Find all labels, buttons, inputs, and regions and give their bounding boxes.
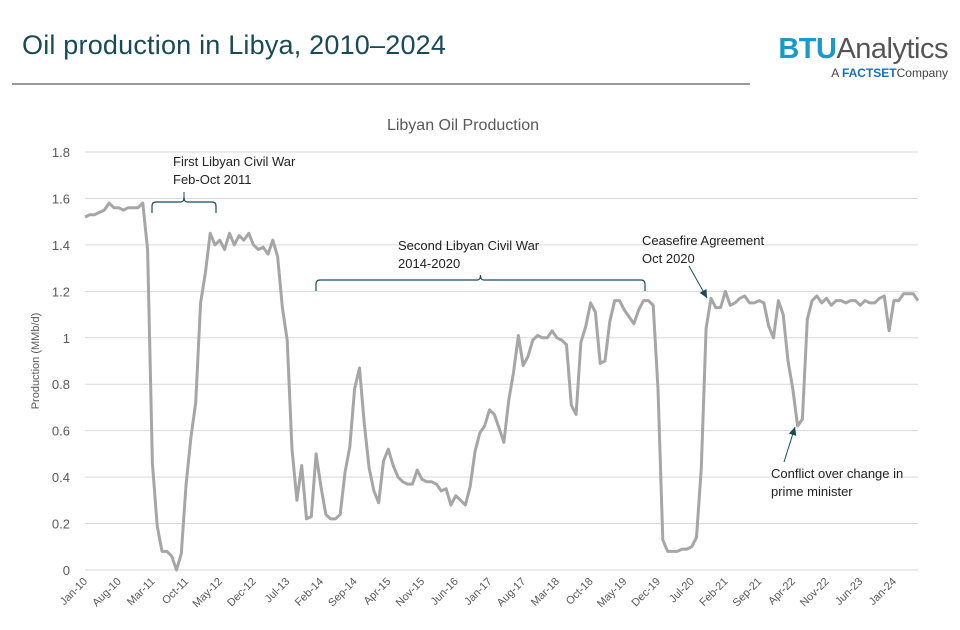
logo-brand-suffix: Analytics	[836, 33, 948, 65]
annotation-text: First Libyan Civil War	[173, 154, 296, 169]
y-tick-label: 1.2	[52, 284, 70, 299]
annotation-text: Ceasefire Agreement	[642, 233, 765, 248]
btu-analytics-logo: BTUAnalytics A FACTSETCompany	[778, 34, 948, 80]
annotation-text: Second Libyan Civil War	[398, 238, 540, 253]
x-tick-label: Jul-20	[667, 576, 697, 606]
x-tick-label: Nov-22	[798, 576, 832, 610]
x-tick-label: May-19	[595, 576, 629, 610]
x-tick-label: Nov-15	[394, 576, 428, 610]
y-tick-label: 0.8	[52, 377, 70, 392]
chart-title: Libyan Oil Production	[387, 117, 539, 134]
y-tick-label: 0.2	[52, 517, 70, 532]
annotation-text: Oct 2020	[642, 251, 695, 266]
x-tick-label: Dec-19	[630, 576, 664, 610]
logo-tagline-prefix: A	[831, 66, 839, 80]
x-tick-label: Jun-23	[833, 576, 865, 608]
y-tick-label: 1	[63, 331, 70, 346]
logo-tagline-suffix: Company	[896, 66, 948, 80]
y-axis-label: Production (MMb/d)	[30, 313, 42, 410]
x-tick-label: Dec-12	[225, 576, 259, 610]
logo-tagline-brand: FACTSET	[841, 66, 897, 80]
x-tick-label: Feb-21	[697, 576, 730, 609]
x-tick-label: Jul-13	[263, 576, 293, 606]
annotations: First Libyan Civil War Feb-Oct 2011 Second…	[151, 154, 903, 499]
second-civil-war-brace	[315, 274, 646, 291]
conflict-arrow-head	[788, 427, 797, 436]
x-tick-label: Jan-17	[462, 576, 494, 608]
x-tick-label: Jan-10	[58, 576, 90, 608]
x-tick-label: Jun-16	[429, 576, 461, 608]
x-tick-label: Aug-10	[90, 576, 124, 610]
title-divider	[12, 83, 750, 85]
first-civil-war-brace	[151, 196, 217, 213]
x-tick-label: May-12	[191, 576, 225, 610]
x-tick-label: Jan-24	[867, 576, 899, 608]
y-tick-label: 0.4	[52, 470, 70, 485]
y-tick-label: 1.6	[52, 191, 70, 206]
y-tick-label: 0	[63, 563, 70, 578]
annotation-text: 2014-2020	[398, 256, 460, 271]
x-tick-label: Mar-18	[529, 576, 562, 609]
y-tick-labels: 0 0.2 0.4 0.6 0.8 1 1.2 1.4 1.6 1.8	[52, 145, 70, 578]
x-tick-labels: Jan-10 Aug-10 Mar-11 Oct-11 May-12 Dec-12 Jul-…	[58, 576, 899, 610]
annotation-text: Conflict over change in	[771, 466, 903, 481]
x-tick-label: Oct-18	[564, 576, 596, 608]
ceasefire-arrow-head	[699, 289, 707, 298]
x-tick-label: Mar-11	[125, 576, 158, 609]
x-tick-label: Sep-21	[731, 576, 765, 610]
production-line	[84, 201, 920, 572]
x-tick-label: Apr-15	[362, 576, 394, 608]
x-tick-label: Apr-22	[766, 576, 798, 608]
y-tick-label: 0.6	[52, 424, 70, 439]
x-tick-label: Oct-11	[160, 576, 191, 607]
annotation-text: Feb-Oct 2011	[173, 172, 252, 187]
gridlines	[85, 151, 918, 571]
page-title: Oil production in Libya, 2010–2024	[22, 30, 447, 60]
y-tick-label: 1.8	[52, 145, 70, 160]
series	[84, 201, 920, 572]
x-tick-label: Sep-14	[326, 576, 360, 610]
logo-brand: BTU	[778, 33, 837, 65]
x-tick-label: Aug-17	[495, 576, 529, 610]
y-tick-label: 1.4	[52, 238, 70, 253]
x-tick-label: Feb-14	[293, 576, 326, 609]
annotation-text: prime minister	[771, 484, 853, 499]
